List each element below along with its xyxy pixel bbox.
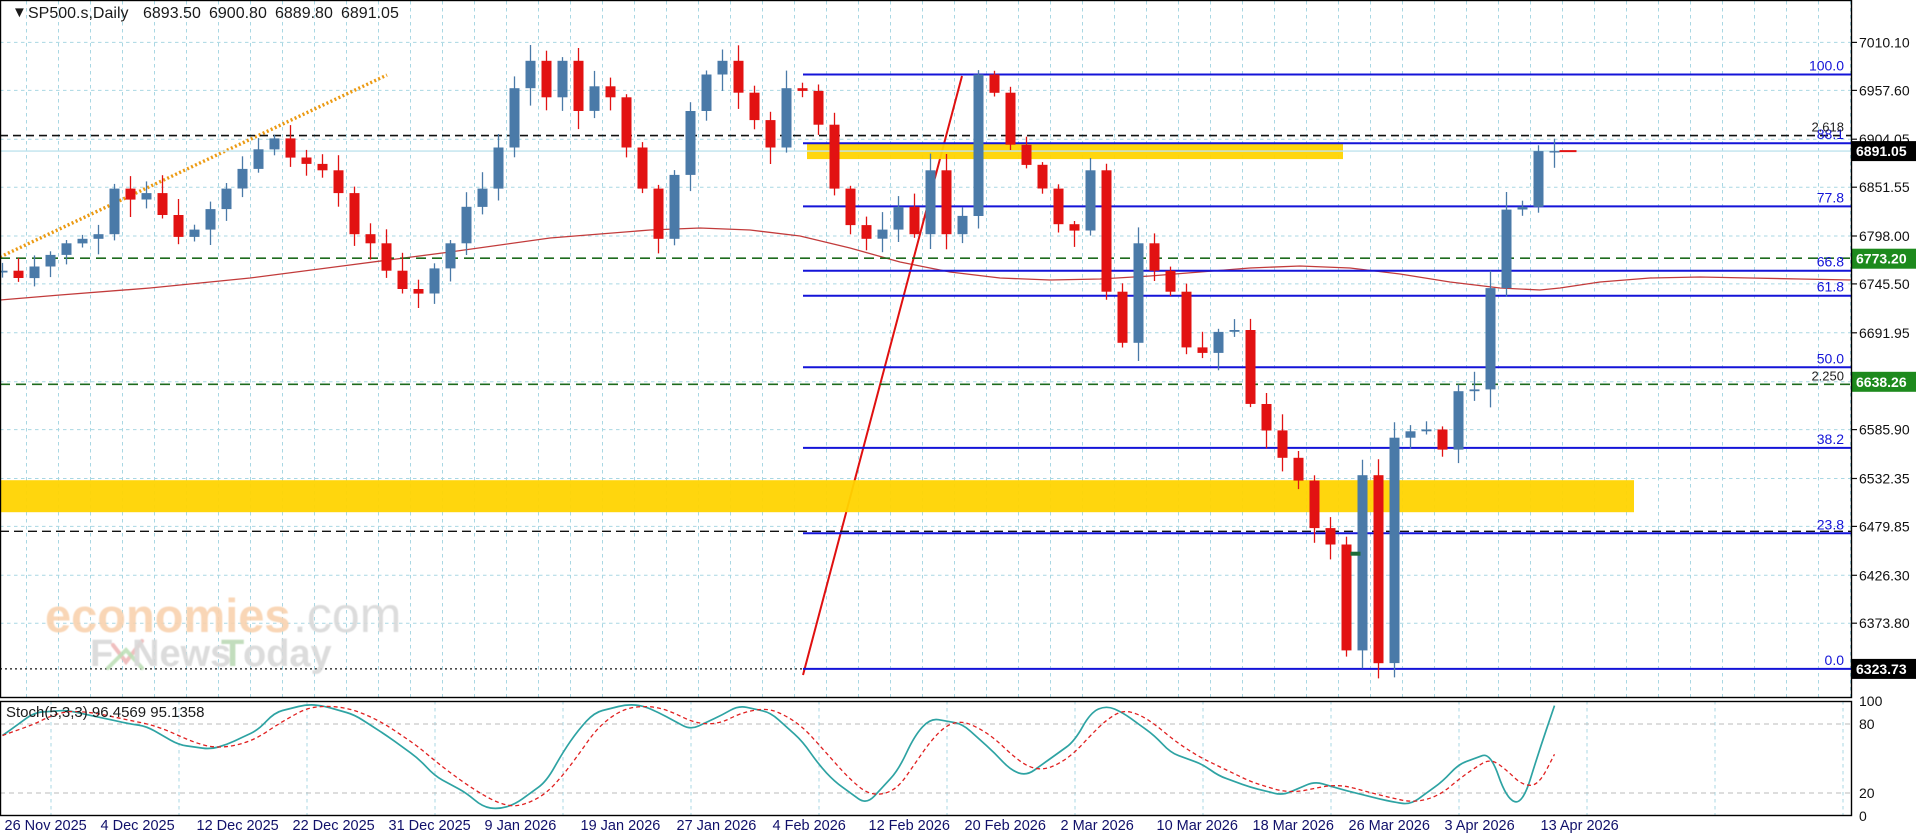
svg-text:38.2: 38.2	[1817, 431, 1844, 447]
svg-text:6957.60: 6957.60	[1859, 82, 1910, 98]
svg-text:0.0: 0.0	[1825, 652, 1845, 668]
svg-text:News: News	[132, 633, 231, 675]
svg-text:20: 20	[1859, 785, 1875, 801]
svg-text:100: 100	[1859, 693, 1883, 709]
svg-text:6373.80: 6373.80	[1859, 615, 1910, 631]
svg-text:6891.05: 6891.05	[1856, 143, 1907, 159]
svg-text:22 Dec 2025: 22 Dec 2025	[293, 818, 375, 834]
svg-text:12 Dec 2025: 12 Dec 2025	[197, 818, 279, 834]
svg-text:6691.95: 6691.95	[1859, 325, 1910, 341]
svg-text:6773.20: 6773.20	[1856, 251, 1907, 267]
svg-text:6798.00: 6798.00	[1859, 228, 1910, 244]
svg-text:26 Nov 2025: 26 Nov 2025	[5, 818, 87, 834]
svg-text:oday: oday	[243, 633, 332, 675]
svg-text:6893.50: 6893.50	[143, 5, 201, 22]
svg-text:18 Mar 2026: 18 Mar 2026	[1253, 818, 1334, 834]
svg-text:77.8: 77.8	[1817, 189, 1844, 205]
svg-text:100.0: 100.0	[1809, 58, 1844, 74]
svg-text:6891.05: 6891.05	[341, 5, 399, 22]
svg-text:T: T	[221, 633, 244, 675]
svg-text:13 Apr 2026: 13 Apr 2026	[1541, 818, 1619, 834]
svg-text:6585.90: 6585.90	[1859, 422, 1910, 438]
svg-text:Stoch(5,3,3) 96.4569 95.1358: Stoch(5,3,3) 96.4569 95.1358	[6, 704, 205, 721]
svg-text:31 Dec 2025: 31 Dec 2025	[389, 818, 471, 834]
svg-text:12 Feb 2026: 12 Feb 2026	[869, 818, 950, 834]
svg-text:4 Feb 2026: 4 Feb 2026	[773, 818, 846, 834]
svg-text:2 Mar 2026: 2 Mar 2026	[1061, 818, 1134, 834]
svg-text:23.8: 23.8	[1817, 516, 1844, 532]
svg-text:61.8: 61.8	[1817, 279, 1844, 295]
svg-text:2.250: 2.250	[1811, 368, 1844, 383]
svg-text:9 Jan 2026: 9 Jan 2026	[485, 818, 557, 834]
svg-text:26 Mar 2026: 26 Mar 2026	[1349, 818, 1430, 834]
svg-text:50.0: 50.0	[1817, 350, 1844, 366]
svg-text:0: 0	[1859, 808, 1867, 824]
svg-text:4 Dec 2025: 4 Dec 2025	[101, 818, 175, 834]
svg-text:6900.80: 6900.80	[209, 5, 267, 22]
svg-text:6426.30: 6426.30	[1859, 567, 1910, 583]
svg-text:6532.35: 6532.35	[1859, 471, 1910, 487]
svg-text:6638.26: 6638.26	[1856, 374, 1907, 390]
svg-text:▼: ▼	[12, 4, 27, 21]
svg-text:6889.80: 6889.80	[275, 5, 333, 22]
svg-text:SP500.s,Daily: SP500.s,Daily	[28, 5, 129, 22]
svg-text:66.8: 66.8	[1817, 254, 1844, 270]
svg-text:80: 80	[1859, 716, 1875, 732]
svg-text:20 Feb 2026: 20 Feb 2026	[965, 818, 1046, 834]
svg-text:6479.85: 6479.85	[1859, 518, 1910, 534]
svg-text:19 Jan 2026: 19 Jan 2026	[581, 818, 661, 834]
svg-text:3 Apr 2026: 3 Apr 2026	[1445, 818, 1515, 834]
svg-text:2.618: 2.618	[1811, 120, 1844, 135]
svg-text:7010.10: 7010.10	[1859, 34, 1910, 50]
svg-text:10 Mar 2026: 10 Mar 2026	[1157, 818, 1238, 834]
svg-text:6745.50: 6745.50	[1859, 276, 1910, 292]
svg-text:27 Jan 2026: 27 Jan 2026	[677, 818, 757, 834]
svg-text:6323.73: 6323.73	[1856, 661, 1907, 677]
svg-text:6851.55: 6851.55	[1859, 179, 1910, 195]
